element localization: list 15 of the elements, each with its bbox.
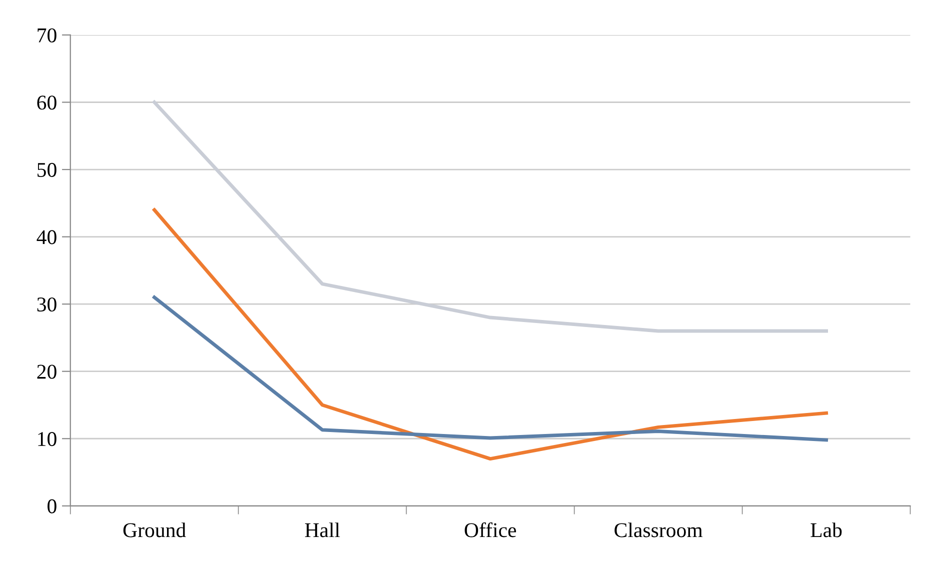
y-tick-label: 50 (38, 162, 56, 177)
y-tick-label: 40 (36, 230, 56, 244)
x-tick-label: Ground (123, 522, 186, 538)
x-tick-label: Office (464, 522, 516, 538)
line-series (152, 208, 828, 461)
y-tick-label: 20 (37, 364, 56, 379)
x-tick-label: Lab (810, 522, 842, 538)
x-tick-label: Classroom (614, 522, 703, 538)
y-tick-label: 60 (37, 96, 56, 110)
y-tick-label: 10 (38, 432, 56, 446)
line-series (152, 296, 828, 442)
x-tick-label: Hall (305, 522, 340, 538)
y-tick-label: 0 (48, 499, 56, 514)
y-tick-label: 70 (38, 28, 56, 42)
y-tick-label: 30 (37, 297, 56, 312)
